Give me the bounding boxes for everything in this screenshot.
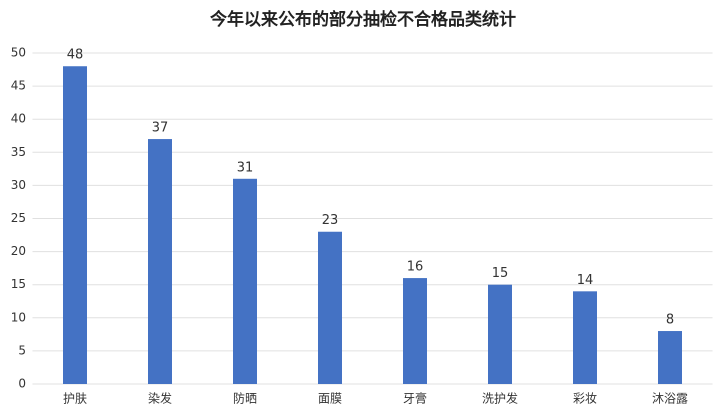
x-tick-label: 面膜 <box>318 392 342 406</box>
data-label: 8 <box>666 313 674 328</box>
x-tick-label: 牙膏 <box>403 391 427 406</box>
data-label: 48 <box>67 48 84 63</box>
data-label: 37 <box>152 121 169 136</box>
bar <box>63 66 87 385</box>
data-label: 23 <box>322 213 339 228</box>
x-tick-label: 染发 <box>148 391 172 406</box>
bar <box>233 178 257 384</box>
x-tick-label: 防晒 <box>233 391 257 406</box>
bar <box>488 284 512 384</box>
y-tick-label: 0 <box>18 377 26 391</box>
x-tick-label: 沐浴露 <box>652 392 688 406</box>
chart-title: 今年以来公布的部分抽检不合格品类统计 <box>210 9 516 30</box>
x-tick-label: 彩妆 <box>573 392 597 406</box>
data-label: 16 <box>407 260 424 275</box>
bar <box>403 278 427 384</box>
y-tick-label: 20 <box>11 244 26 258</box>
bar <box>658 331 682 384</box>
y-tick-label: 50 <box>11 46 26 60</box>
y-tick-label: 5 <box>18 343 26 357</box>
x-tick-label: 洗护发 <box>482 391 518 406</box>
data-label: 15 <box>492 266 509 281</box>
data-label: 14 <box>577 273 594 288</box>
y-tick-label: 25 <box>11 211 26 225</box>
bar <box>148 139 172 384</box>
y-tick-label: 30 <box>11 178 26 192</box>
bar <box>573 291 597 384</box>
x-tick-label: 护肤 <box>63 391 87 406</box>
y-tick-label: 10 <box>11 310 26 324</box>
y-tick-label: 35 <box>11 145 26 159</box>
y-tick-label: 15 <box>11 277 26 291</box>
bar <box>318 231 342 384</box>
y-tick-label: 45 <box>11 79 26 93</box>
y-tick-label: 40 <box>11 112 26 126</box>
data-label: 31 <box>237 160 254 175</box>
